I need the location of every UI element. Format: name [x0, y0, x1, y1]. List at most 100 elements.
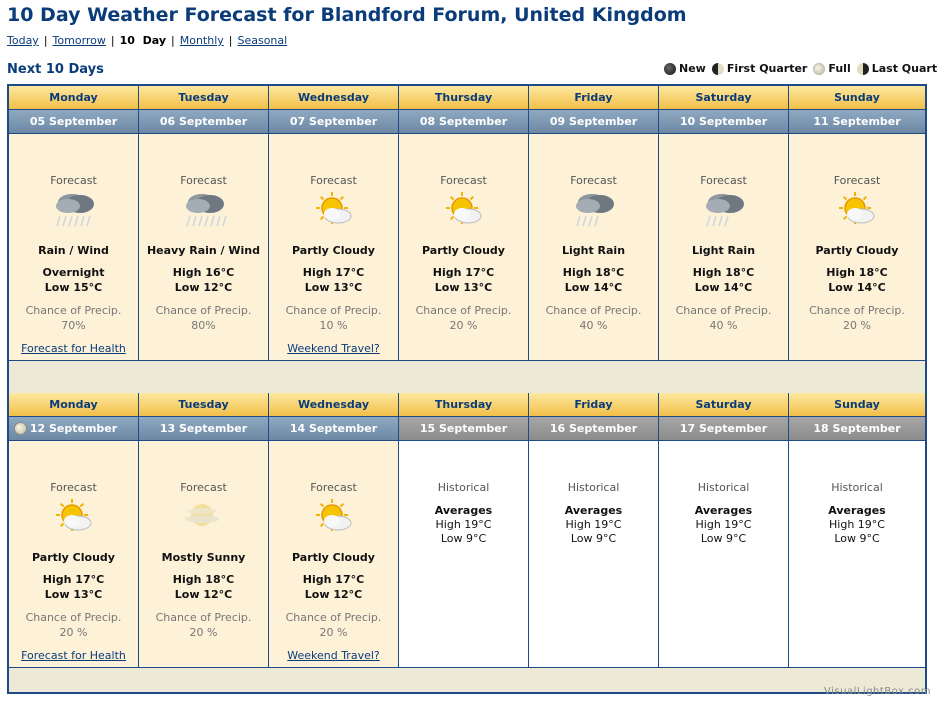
forecast-label: Forecast [180, 174, 227, 187]
low-temp: Low 12°C [304, 588, 363, 601]
averages-label: Averages [564, 504, 623, 517]
light-rain-icon [659, 188, 788, 232]
nav-today-link[interactable]: Today [7, 34, 39, 47]
forecast-cell: Forecast Light Rain High 18°C Low 14°C Chanc… [529, 134, 659, 361]
high-temp: High 18°C [826, 266, 888, 279]
nav-ten-day-current: 10 Day [119, 34, 166, 47]
precip-label: Chance of Precip. [155, 304, 252, 317]
date-label: 12 September [9, 417, 139, 441]
date-text: 10 September [679, 115, 768, 128]
forecast-label: Forecast [50, 174, 97, 187]
legend-first-quarter: First Quarter [711, 62, 808, 75]
forecast-extra-link[interactable]: Weekend Travel? [287, 342, 380, 355]
full-moon-icon [14, 422, 27, 435]
legend-full-label: Full [828, 62, 851, 75]
legend-last-quarter: Last Quarter [856, 62, 937, 75]
heavy-rain-icon [139, 188, 268, 232]
condition-text: Light Rain [691, 244, 756, 257]
date-label: 05 September [9, 110, 139, 134]
forecast-cell: Forecast Partly Cloudy High 17°C Low 13°C Ch… [399, 134, 529, 361]
date-header-row: 12 September 13 September 14 September 15 S… [9, 417, 925, 441]
forecast-label: Forecast [310, 174, 357, 187]
forecast-cell: Forecast Rain / Wind Overnight Low 15°C Chan… [9, 134, 139, 361]
forecast-cell: Forecast Partly Cloudy High 18°C Low 14°C Ch… [789, 134, 925, 361]
historical-label: Historical [697, 481, 750, 494]
day-header-row: Monday Tuesday Wednesday Thursday Friday Satu… [9, 86, 925, 110]
date-label: 15 September [399, 417, 529, 441]
average-high: High 19°C [829, 518, 885, 531]
forecast-grid: Monday Tuesday Wednesday Thursday Friday Satu… [7, 84, 927, 694]
day-name: Friday [529, 86, 659, 110]
week-one: Monday Tuesday Wednesday Thursday Friday Satu… [9, 86, 925, 361]
nav-tomorrow-link[interactable]: Tomorrow [52, 34, 106, 47]
date-label: 08 September [399, 110, 529, 134]
date-label: 07 September [269, 110, 399, 134]
legend-full: Full [813, 62, 851, 75]
forecast-extra-link[interactable]: Forecast for Health [21, 342, 126, 355]
forecast-row: Forecast Rain / Wind Overnight Low 15°C Chan… [9, 134, 925, 361]
precip-value: 40 % [709, 319, 738, 332]
day-header-row: Monday Tuesday Wednesday Thursday Friday Satu… [9, 393, 925, 417]
forecast-label: Forecast [440, 174, 487, 187]
date-text: 18 September [813, 422, 901, 435]
low-temp: Low 13°C [44, 588, 103, 601]
low-temp: Low 13°C [304, 281, 363, 294]
date-text: 11 September [813, 115, 901, 128]
average-low: Low 9°C [440, 532, 487, 545]
watermark: VisualLightBox.com [824, 686, 931, 697]
precip-value: 20 % [449, 319, 478, 332]
legend-first-quarter-label: First Quarter [726, 62, 808, 75]
condition-text: Mostly Sunny [161, 551, 246, 564]
date-text: 05 September [29, 115, 118, 128]
section-title: Next 10 Days [7, 62, 104, 77]
precip-value: 70% [61, 319, 86, 332]
condition-text: Light Rain [561, 244, 626, 257]
condition-text: Partly Cloudy [815, 244, 899, 257]
day-name: Monday [9, 393, 139, 417]
day-name: Saturday [659, 86, 789, 110]
precip-value: 10 % [319, 319, 348, 332]
low-temp: Low 12°C [174, 588, 233, 601]
forecast-label: Forecast [180, 481, 227, 494]
precip-label: Chance of Precip. [155, 611, 252, 624]
legend-last-quarter-label: Last Quarter [871, 62, 937, 75]
day-name: Saturday [659, 393, 789, 417]
date-text: 06 September [159, 115, 248, 128]
forecast-cell: Forecast Mostly Sunny High 18°C Low 12°C Cha… [139, 441, 269, 668]
day-name: Wednesday [269, 393, 399, 417]
condition-text: Rain / Wind [38, 244, 109, 257]
forecast-nav: Today | Tomorrow | 10 Day | Monthly | Seasonal [7, 34, 287, 47]
date-label: 06 September [139, 110, 269, 134]
nav-monthly-link[interactable]: Monthly [179, 34, 224, 47]
precip-label: Chance of Precip. [545, 304, 642, 317]
forecast-extra-link[interactable]: Weekend Travel? [287, 649, 380, 662]
precip-label: Chance of Precip. [675, 304, 772, 317]
partly-cloudy-icon [789, 188, 925, 232]
day-name: Sunday [789, 86, 925, 110]
legend-new-label: New [679, 62, 706, 75]
low-temp: Low 15°C [44, 281, 103, 294]
precip-label: Chance of Precip. [415, 304, 512, 317]
date-text: 12 September [29, 422, 118, 435]
average-high: High 19°C [565, 518, 622, 531]
precip-label: Chance of Precip. [285, 304, 382, 317]
high-temp: High 17°C [42, 573, 105, 586]
historical-cell: Historical Averages High 19°C Low 9°C [789, 441, 925, 668]
average-low: Low 9°C [834, 532, 880, 545]
average-low: Low 9°C [700, 532, 747, 545]
precip-value: 20 % [59, 626, 88, 639]
date-header-row: 05 September 06 September 07 September 08 S… [9, 110, 925, 134]
low-temp: Low 12°C [174, 281, 233, 294]
legend-new: New [664, 62, 706, 75]
forecast-extra-link[interactable]: Forecast for Health [21, 649, 126, 662]
date-text: 13 September [159, 422, 248, 435]
nav-seasonal-link[interactable]: Seasonal [237, 34, 288, 47]
historical-label: Historical [567, 481, 620, 494]
rain-wind-icon [9, 188, 138, 232]
high-temp: Overnight [42, 266, 105, 279]
forecast-label: Forecast [700, 174, 747, 187]
forecast-row: Forecast Partly Cloudy High 17°C Low 13°C Ch… [9, 441, 925, 668]
partly-cloudy-icon [269, 188, 398, 232]
moon-phase-legend: New First Quarter Full Last Quarter [664, 62, 937, 75]
high-temp: High 17°C [302, 573, 365, 586]
